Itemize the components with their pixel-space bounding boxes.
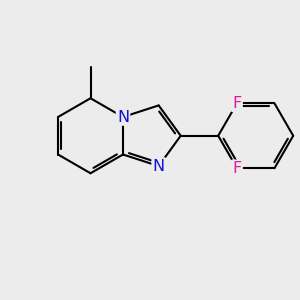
Text: N: N (117, 110, 129, 124)
Text: F: F (232, 161, 242, 176)
Text: F: F (232, 96, 242, 111)
Text: N: N (153, 159, 165, 174)
